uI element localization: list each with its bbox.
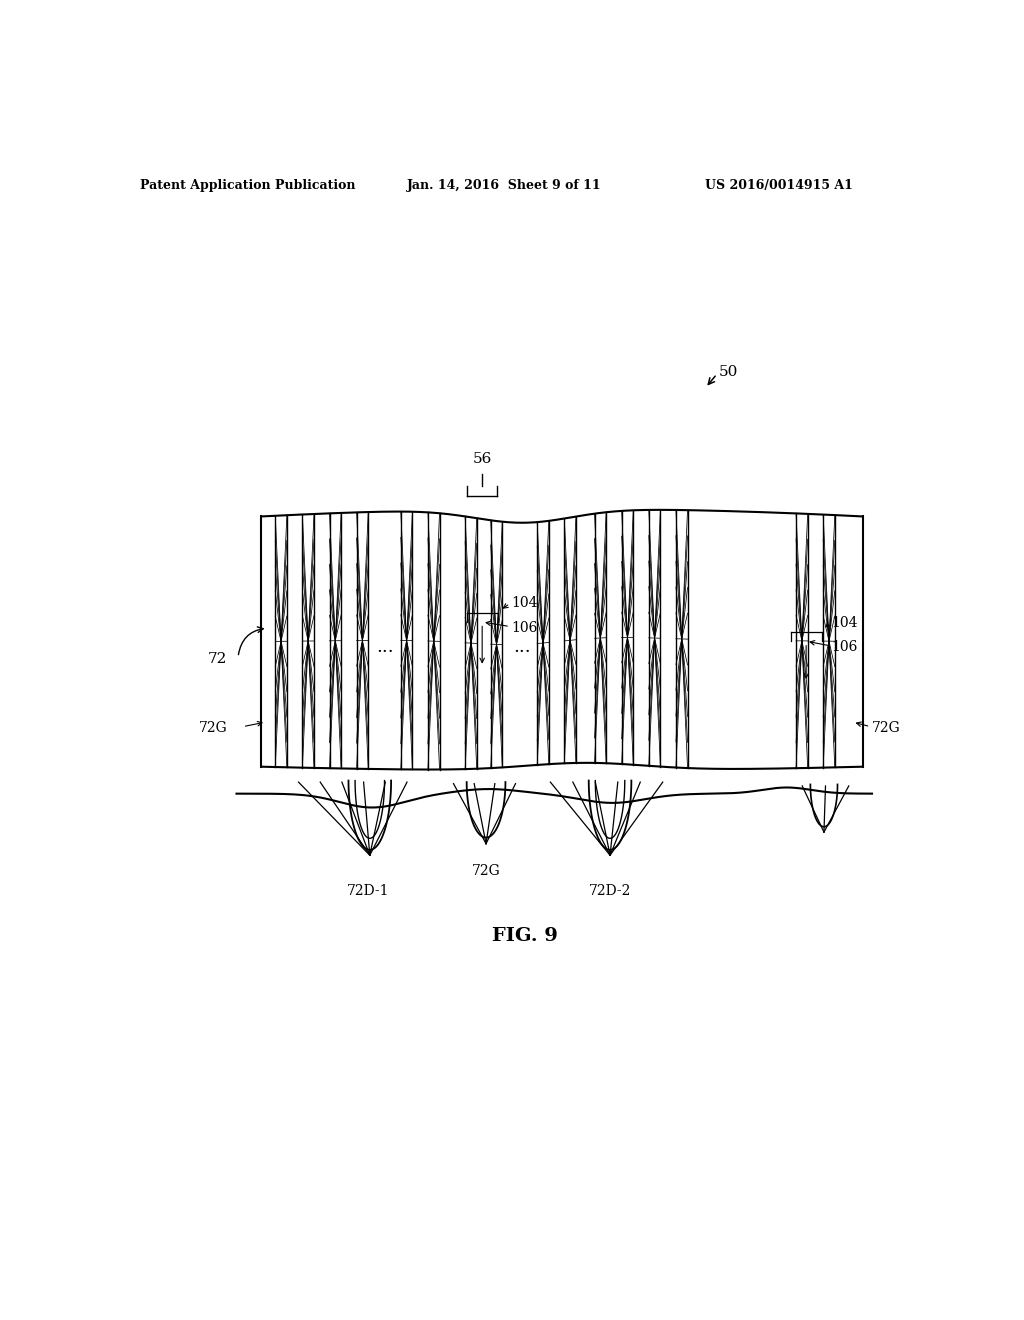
Text: Patent Application Publication: Patent Application Publication xyxy=(140,178,356,191)
Text: 72G: 72G xyxy=(872,721,901,735)
Text: 106: 106 xyxy=(831,640,858,655)
Text: Jan. 14, 2016  Sheet 9 of 11: Jan. 14, 2016 Sheet 9 of 11 xyxy=(407,178,601,191)
Text: 72D-2: 72D-2 xyxy=(589,884,631,899)
Text: US 2016/0014915 A1: US 2016/0014915 A1 xyxy=(706,178,853,191)
Text: 104: 104 xyxy=(831,615,858,630)
Text: 72G: 72G xyxy=(199,721,227,735)
Text: 50: 50 xyxy=(719,366,738,379)
Text: 72: 72 xyxy=(208,652,227,665)
Text: 72D-1: 72D-1 xyxy=(347,884,389,899)
Text: ...: ... xyxy=(513,639,530,656)
Text: FIG. 9: FIG. 9 xyxy=(492,927,558,945)
Text: 56: 56 xyxy=(472,453,492,466)
Text: 72G: 72G xyxy=(472,863,501,878)
Text: 106: 106 xyxy=(512,622,538,635)
Text: ...: ... xyxy=(377,639,394,656)
Text: 104: 104 xyxy=(512,597,539,610)
